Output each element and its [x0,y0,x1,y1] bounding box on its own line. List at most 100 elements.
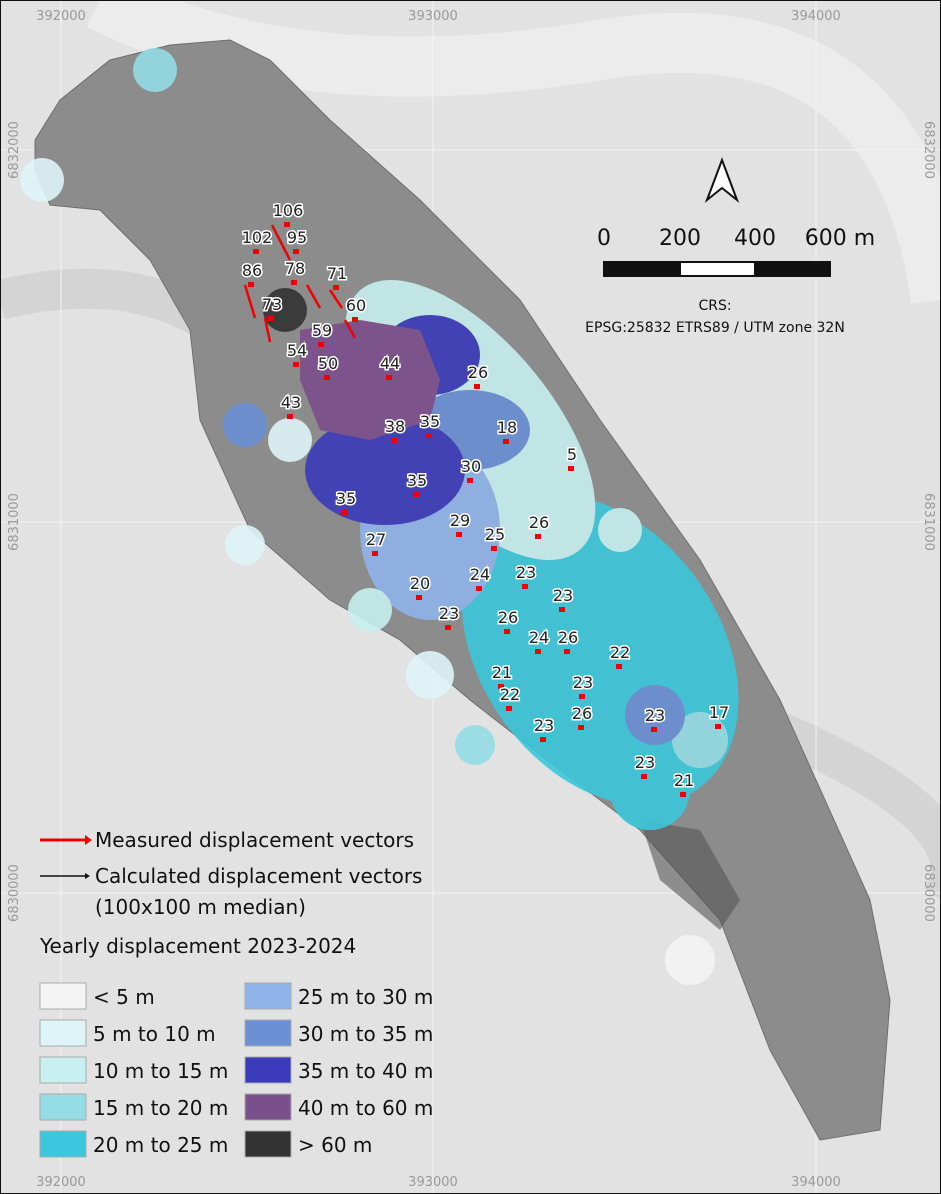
legend-label: 25 m to 30 m [298,985,433,1009]
measured-label: 43 [281,393,301,412]
measured-label: 5 [567,445,577,464]
measured-label: 54 [287,341,307,360]
legend-label: < 5 m [93,985,155,1009]
scale-label: 600 m [805,226,875,251]
scale-bar [603,261,831,277]
measured-label: 26 [572,704,592,723]
measure-point [268,316,274,321]
measured-label: 86 [242,261,262,280]
measured-label: 17 [709,703,729,722]
measure-point [291,280,297,285]
measure-point [522,584,528,589]
measure-point [641,774,647,779]
measure-point [651,727,657,732]
measure-point [372,551,378,556]
legend-label: > 60 m [298,1133,372,1157]
measured-label: 21 [674,771,694,790]
measured-label: 26 [529,513,549,532]
legend-label: 15 m to 20 m [93,1096,228,1120]
measure-point [293,249,299,254]
measure-point [564,649,570,654]
measure-point [333,285,339,290]
measure-point [506,706,512,711]
measure-point [498,684,504,689]
measured-label: 29 [450,511,470,530]
measured-label: 21 [492,663,512,682]
legend-label: 35 m to 40 m [298,1059,433,1083]
measure-point [568,466,574,471]
measure-point [503,439,509,444]
legend-label: 20 m to 25 m [93,1133,228,1157]
grid-label: 393000 [408,1175,458,1190]
measured-label: 26 [498,608,518,627]
grid-label: 393000 [408,9,458,24]
measure-point [535,649,541,654]
measured-label: 59 [312,321,332,340]
boulder-field [640,820,740,930]
legend-swatch [39,1130,87,1158]
measured-label: 26 [468,363,488,382]
legend-label: 30 m to 35 m [298,1022,433,1046]
measure-point [293,362,299,367]
legend-title: Yearly displacement 2023-2024 [39,934,356,958]
measure-point [476,586,482,591]
measure-point [324,375,330,380]
grid-label: 6832000 [921,121,936,179]
grid-label: 6830000 [921,864,936,922]
measured-label: 35 [407,471,427,490]
measured-label: 50 [318,354,338,373]
legend-measured: Measured displacement vectors [95,828,414,852]
measured-label: 35 [336,489,356,508]
measure-point [342,510,348,515]
measured-label: 26 [558,628,578,647]
legend-swatch [244,1130,292,1158]
measured-label: 102 [242,228,273,247]
crs-title: CRS: [698,298,731,314]
measure-point [467,478,473,483]
grid-label: 6831000 [921,493,936,551]
grid-label: 6831000 [7,493,22,551]
measured-label: 27 [366,530,386,549]
grid-label: 392000 [36,9,86,24]
measured-label: 44 [380,354,400,373]
legend-calculated: Calculated displacement vectors [95,864,422,888]
grid-label: 394000 [791,1175,841,1190]
measure-point [491,546,497,551]
measure-point [352,317,358,322]
measured-label: 23 [534,716,554,735]
measure-point [416,595,422,600]
legend-swatch [39,1093,87,1121]
measured-label: 30 [461,457,481,476]
measure-point [287,414,293,419]
measured-label: 23 [645,706,665,725]
measure-point [579,694,585,699]
grid-label: 392000 [36,1175,86,1190]
measure-point [578,725,584,730]
measured-vectors [243,224,357,343]
measured-label: 23 [573,673,593,692]
measured-label: 38 [385,417,405,436]
measure-point [426,433,432,438]
measure-point [386,375,392,380]
legend-label: 5 m to 10 m [93,1022,216,1046]
measured-label: 35 [420,412,440,431]
legend-swatch [244,1093,292,1121]
measure-point [391,438,397,443]
measure-point [413,492,419,497]
crs-text: EPSG:25832 ETRS89 / UTM zone 32N [585,320,845,336]
scale-label: 0 [597,226,611,251]
measure-point [559,607,565,612]
grid-label: 6832000 [7,121,22,179]
measured-label: 23 [516,563,536,582]
measure-point [318,342,324,347]
measure-point [616,664,622,669]
measure-point [474,384,480,389]
legend-swatch [39,1056,87,1084]
legend-label: 40 m to 60 m [298,1096,433,1120]
legend-swatch [244,982,292,1010]
measured-label: 23 [553,586,573,605]
scale-label: 200 [659,226,701,251]
legend-swatch [244,1019,292,1047]
measured-label: 106 [273,201,304,220]
measure-point [535,534,541,539]
